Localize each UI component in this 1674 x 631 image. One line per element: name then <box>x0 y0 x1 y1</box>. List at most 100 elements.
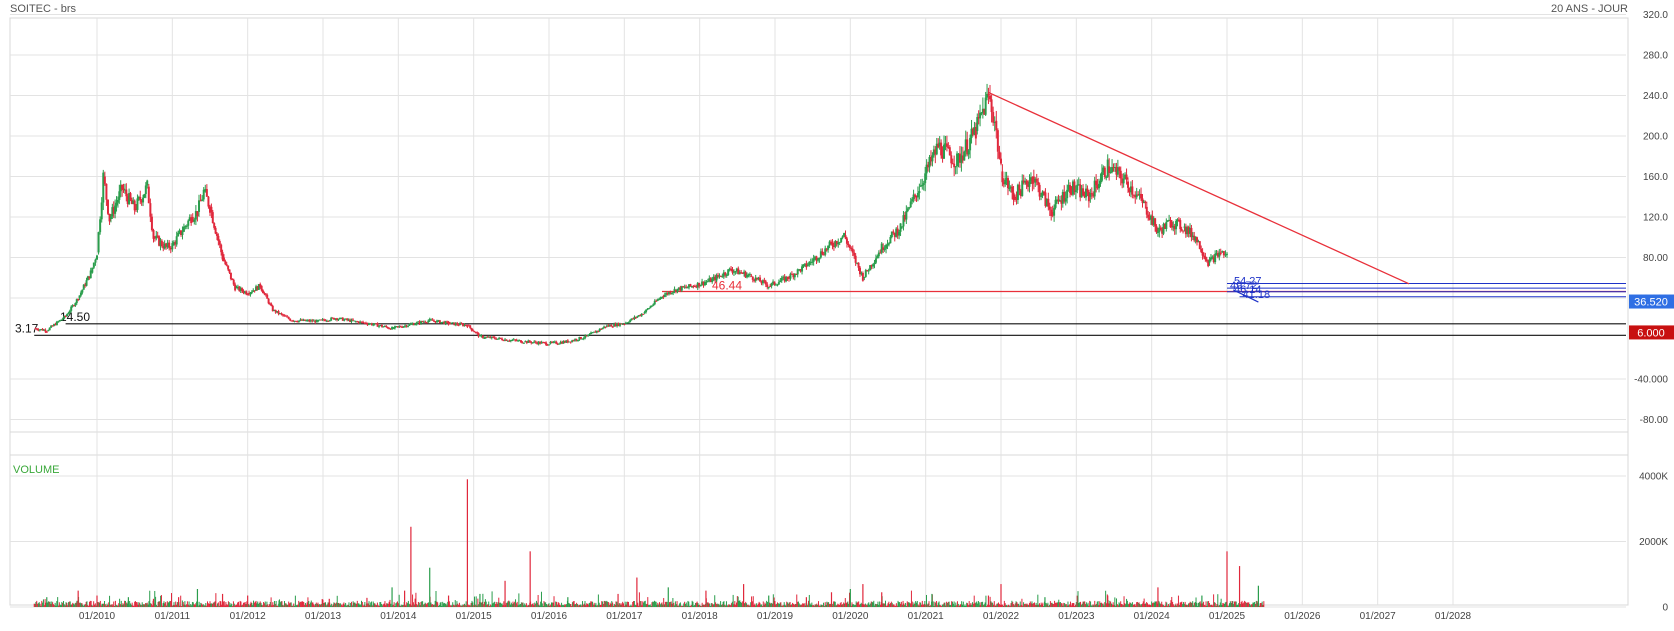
price-candle-body <box>152 229 155 239</box>
price-candle-body <box>373 323 376 325</box>
price-candle-body <box>425 322 428 324</box>
x-tick-label: 01/2018 <box>682 611 719 622</box>
price-candle-body <box>549 341 552 344</box>
price-candle-body <box>162 246 165 249</box>
price-candle-body <box>414 324 417 326</box>
price-candle-body <box>562 341 565 344</box>
price-candle-body <box>906 208 909 211</box>
price-candle-body <box>1002 182 1005 185</box>
price-candle-body <box>71 305 74 307</box>
x-tick-label: 01/2015 <box>456 611 493 622</box>
level-label: 54.27 <box>1234 276 1262 288</box>
price-candle-body <box>890 231 893 237</box>
price-candle-body <box>391 326 394 330</box>
price-candle-body <box>730 268 733 271</box>
price-candle-body <box>45 331 48 333</box>
price-candle-body <box>960 155 963 163</box>
price-candle-body <box>289 318 292 321</box>
price-candle-body <box>318 319 321 321</box>
price-candle-body <box>333 317 336 320</box>
price-candle-body <box>322 319 325 321</box>
price-candle-body <box>1019 190 1022 197</box>
x-tick-label: 01/2011 <box>155 611 191 622</box>
price-candle-body <box>1076 184 1079 191</box>
price-candle-body <box>961 155 964 161</box>
price-candle-body <box>515 340 518 342</box>
price-candle-body <box>122 188 125 191</box>
price-candle-body <box>153 237 156 239</box>
price-candle-body <box>185 225 188 227</box>
price-candle-body <box>901 226 904 228</box>
price-candle-body <box>1089 193 1092 197</box>
price-candle-body <box>887 243 890 245</box>
price-candle-body <box>954 166 957 168</box>
price-candle-body <box>605 325 608 327</box>
price-candle-body <box>610 325 613 327</box>
price-candle-body <box>94 259 97 263</box>
price-candle-body <box>1119 170 1122 179</box>
price-candle-body <box>512 339 515 341</box>
price-candle-body <box>785 276 788 282</box>
price-candle-body <box>886 244 889 246</box>
price-candle-body <box>344 318 347 320</box>
price-candle-body <box>1034 178 1037 183</box>
price-candle-body <box>353 320 356 322</box>
price-candle-body <box>795 273 798 275</box>
price-candle-body <box>1197 241 1200 243</box>
price-candle-body <box>159 240 162 246</box>
price-candle-body <box>1037 181 1040 185</box>
price-candle-body <box>246 294 249 296</box>
price-candle-body <box>296 321 299 323</box>
price-candle-body <box>245 291 248 295</box>
price-candle-body <box>224 261 227 265</box>
price-candle-body <box>175 236 178 245</box>
price-candle-body <box>608 325 611 327</box>
price-candle-body <box>680 286 683 291</box>
price-candle-body <box>135 208 138 210</box>
price-candle-body <box>607 325 610 327</box>
price-candle-body <box>303 319 306 321</box>
price-candle-body <box>486 336 489 338</box>
price-candle-body <box>747 274 750 276</box>
price-candle-body <box>1090 193 1093 195</box>
price-candle-body <box>632 318 635 320</box>
price-candle-body <box>66 314 69 317</box>
price-candle-body <box>36 328 39 330</box>
y-tick-label: 200.0 <box>1643 132 1668 143</box>
price-candle-body <box>594 331 597 333</box>
price-candle-body <box>805 263 808 268</box>
price-candle-body <box>160 240 163 247</box>
price-candle-body <box>89 270 92 279</box>
price-candle-body <box>1149 215 1152 220</box>
price-candle-body <box>938 142 941 147</box>
price-candle-body <box>142 197 145 203</box>
price-candle-body <box>337 319 340 321</box>
price-candle-body <box>1054 199 1057 208</box>
price-candle-body <box>717 275 720 277</box>
price-candle-body <box>831 242 834 246</box>
price-candle-body <box>518 340 521 342</box>
y-tick-label: 280.0 <box>1643 51 1668 62</box>
price-candle-body <box>1207 261 1210 267</box>
price-candle-body <box>84 284 87 286</box>
price-candle-body <box>642 313 645 315</box>
price-candle-body <box>481 335 484 338</box>
price-candle-body <box>792 274 795 278</box>
price-candle-body <box>406 325 409 327</box>
price-candle-body <box>306 320 309 322</box>
price-candle-body <box>670 292 673 294</box>
price-candle-body <box>169 247 172 250</box>
price-candle-body <box>109 216 112 220</box>
price-candle-body <box>656 299 659 301</box>
price-candle-body <box>199 200 202 202</box>
price-candle-body <box>1215 253 1218 255</box>
price-candle-body <box>132 200 135 205</box>
price-candle-body <box>1011 186 1014 193</box>
price-candle-body <box>82 284 85 290</box>
price-candle-body <box>963 151 966 161</box>
price-candle-body <box>1187 227 1190 234</box>
price-candle-body <box>218 241 221 245</box>
price-candle-body <box>149 203 152 217</box>
price-candle-body <box>256 286 259 290</box>
